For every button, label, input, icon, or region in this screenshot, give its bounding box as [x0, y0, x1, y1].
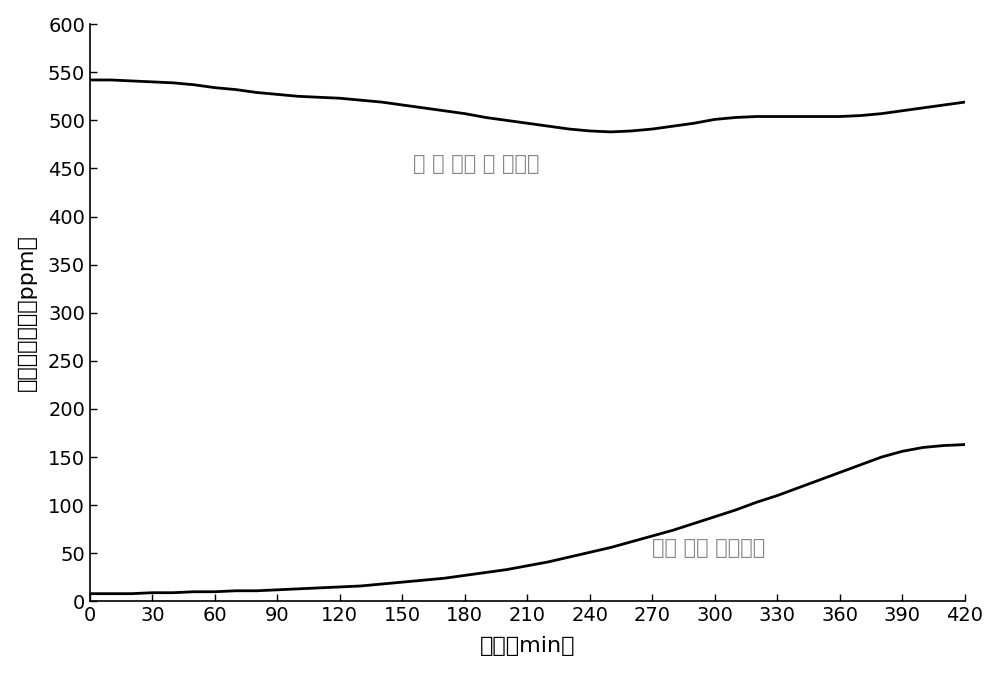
- Y-axis label: 二氧化碳浓度（ppm）: 二氧化碳浓度（ppm）: [17, 234, 37, 391]
- X-axis label: 时间（min）: 时间（min）: [480, 637, 575, 656]
- Text: 进 口 二氧 化 碳浓度: 进 口 二氧 化 碳浓度: [413, 153, 539, 174]
- Text: 出口 二氧 化碳浓度: 出口 二氧 化碳浓度: [652, 538, 766, 559]
